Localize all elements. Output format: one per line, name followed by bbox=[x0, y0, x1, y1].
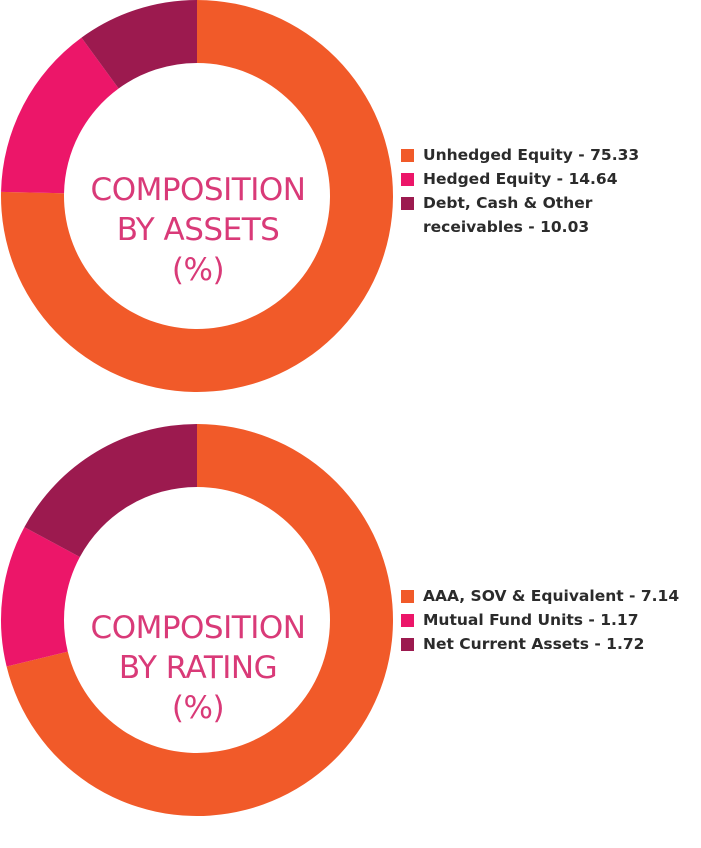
assets-legend: Unhedged Equity - 75.33 Hedged Equity - … bbox=[401, 143, 697, 239]
legend-label: AAA, SOV & Equivalent - 7.14 bbox=[423, 587, 680, 605]
legend-item-unhedged-equity: Unhedged Equity - 75.33 bbox=[401, 143, 697, 167]
legend-label: Hedged Equity - 14.64 bbox=[423, 170, 618, 188]
legend-swatch bbox=[401, 149, 414, 162]
slice-unhedged-equity bbox=[1, 0, 393, 392]
slice-net-current-assets bbox=[24, 424, 197, 558]
slice-debt-cash bbox=[81, 0, 197, 89]
legend-item-hedged-equity: Hedged Equity - 14.64 bbox=[401, 167, 697, 191]
legend-item-mutual-fund-units: Mutual Fund Units - 1.17 bbox=[401, 608, 697, 632]
slice-mutual-fund-units bbox=[0, 527, 80, 667]
legend-swatch bbox=[401, 614, 414, 627]
legend-label: Mutual Fund Units - 1.17 bbox=[423, 611, 639, 629]
assets-chart-title: COMPOSITION BY ASSETS (%) bbox=[68, 170, 328, 290]
assets-title-line-1: COMPOSITION bbox=[90, 172, 306, 208]
legend-swatch bbox=[401, 173, 414, 186]
legend-swatch bbox=[401, 590, 414, 603]
slice-aaa-sov bbox=[6, 424, 394, 816]
assets-composition-chart: COMPOSITION BY ASSETS (%) Unhedged Equit… bbox=[1, 0, 697, 392]
legend-item-debt-cash: Debt, Cash & Other receivables - 10.03 bbox=[401, 191, 697, 239]
legend-item-aaa-sov: AAA, SOV & Equivalent - 7.14 bbox=[401, 584, 697, 608]
rating-composition-chart: COMPOSITION BY RATING (%) AAA, SOV & Equ… bbox=[0, 424, 701, 848]
rating-title-line-3: (%) bbox=[171, 690, 225, 726]
legend-item-net-current-assets: Net Current Assets - 1.72 bbox=[401, 632, 697, 656]
assets-title-line-2: BY ASSETS bbox=[116, 212, 280, 248]
assets-donut bbox=[1, 0, 393, 392]
rating-chart-title: COMPOSITION BY RATING (%) bbox=[68, 608, 328, 728]
slice-hedged-equity bbox=[1, 37, 119, 194]
legend-label: Unhedged Equity - 75.33 bbox=[423, 146, 640, 164]
rating-legend: AAA, SOV & Equivalent - 7.14 Mutual Fund… bbox=[401, 584, 697, 656]
assets-title-line-3: (%) bbox=[171, 252, 225, 288]
legend-label: Debt, Cash & Other receivables - 10.03 bbox=[423, 194, 593, 236]
legend-label: Net Current Assets - 1.72 bbox=[423, 635, 645, 653]
legend-swatch bbox=[401, 197, 414, 210]
rating-title-line-1: COMPOSITION bbox=[90, 610, 306, 646]
rating-donut bbox=[0, 424, 394, 816]
legend-swatch bbox=[401, 638, 414, 651]
rating-title-line-2: BY RATING bbox=[118, 650, 278, 686]
